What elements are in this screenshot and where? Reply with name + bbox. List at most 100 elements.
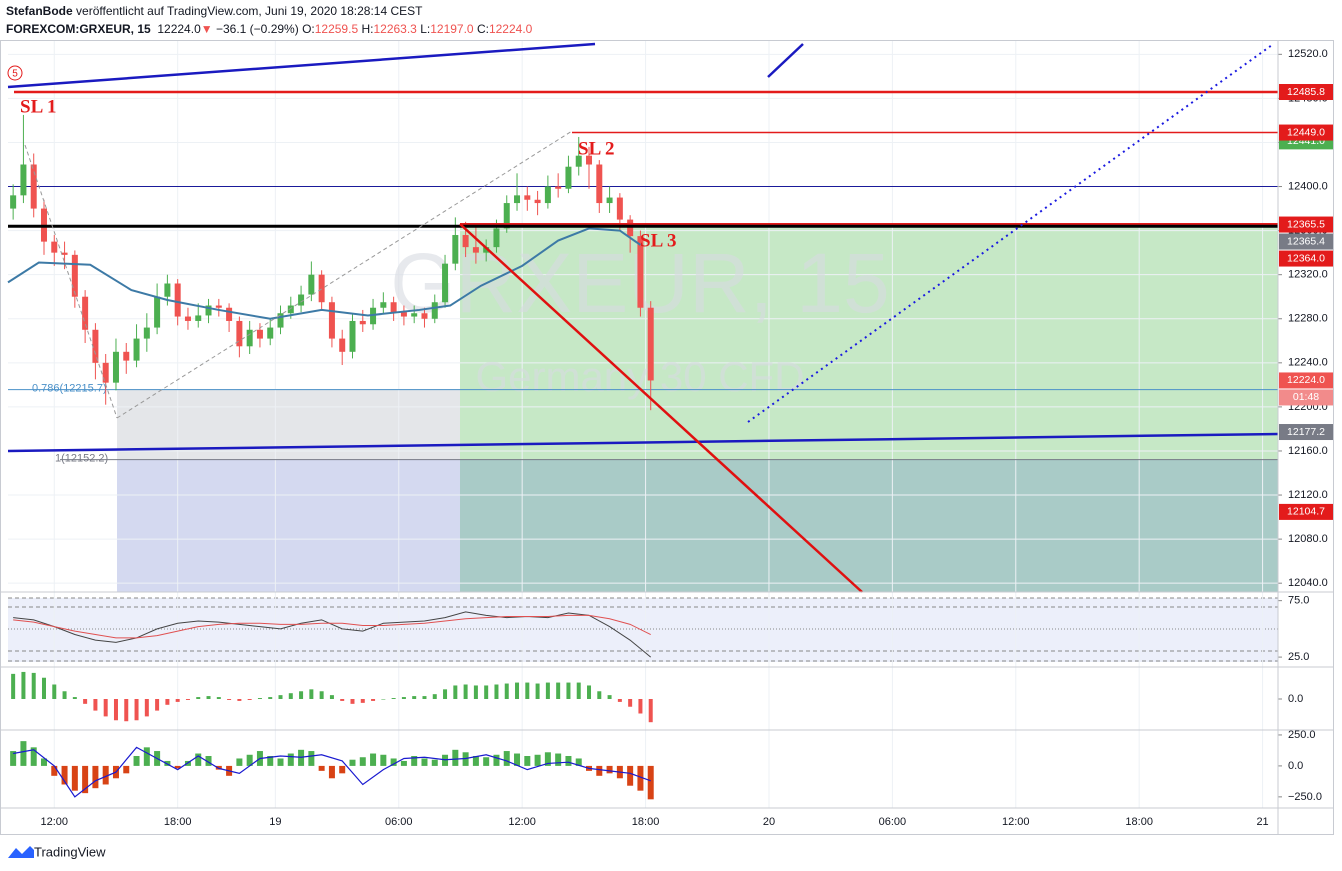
candle-body	[30, 164, 37, 209]
price-label-bg	[1279, 216, 1334, 233]
histogram-bar	[195, 753, 202, 766]
histogram-bar	[83, 699, 88, 704]
annotation: SL 2	[578, 138, 614, 159]
histogram-bar	[525, 682, 530, 699]
position-zone	[460, 459, 1278, 592]
histogram-bar	[472, 756, 479, 766]
y-tick-label: 12240.0	[1288, 357, 1328, 369]
rsi-band	[8, 598, 1278, 662]
histogram-bar	[463, 684, 468, 699]
histogram-bar	[627, 765, 634, 786]
histogram-bar	[565, 756, 572, 766]
histogram-bar	[515, 682, 520, 699]
histogram-bar	[431, 759, 438, 766]
histogram-bar	[443, 689, 448, 699]
candle-body	[596, 164, 603, 204]
marker-label: 5	[12, 69, 18, 80]
price-label: 12485.8	[1287, 86, 1325, 98]
histogram-bar	[401, 697, 406, 699]
x-tick-label: 12:00	[41, 816, 69, 828]
annotation: SL 3	[640, 230, 676, 251]
candle-body	[370, 307, 377, 325]
histogram-bar	[277, 758, 284, 766]
histogram-bar	[288, 693, 293, 699]
drawings: 5 SL 1 SL 2 SL 3 TradingView	[0, 40, 1334, 859]
histogram-bar	[123, 765, 130, 774]
histogram-bar	[607, 695, 612, 699]
x-tick-label: 19	[269, 816, 281, 828]
histogram-bar	[566, 682, 571, 699]
price-label: 12104.7	[1287, 506, 1325, 518]
histogram-bar	[432, 694, 437, 699]
histogram-bar	[11, 673, 16, 699]
price-label-bg	[1279, 84, 1334, 101]
histogram-bar	[359, 757, 366, 766]
histogram-bar	[442, 754, 449, 766]
histogram-bar	[421, 758, 428, 766]
plot-layer: 12:00 18:00 19 06:00 12:00 18:00 20 06:00 12:00 1…	[7, 48, 1334, 828]
frame	[0, 40, 1334, 835]
histogram-bar	[155, 699, 160, 711]
histogram-bar	[196, 697, 201, 699]
y-tick-label: −250.0	[1288, 791, 1322, 803]
fib-trend	[116, 130, 573, 419]
fib-zone	[117, 459, 460, 592]
price-label-bg	[1279, 424, 1334, 441]
candle-body	[411, 313, 418, 317]
histogram-bar	[278, 695, 283, 699]
candle-body	[82, 296, 89, 330]
candle-body	[359, 320, 366, 325]
candle-body	[616, 197, 623, 220]
x-tick-label: 18:00	[632, 816, 660, 828]
histogram-bar	[422, 696, 427, 699]
trend-line	[767, 43, 804, 78]
histogram-bar	[483, 757, 490, 766]
price-label: 12364.0	[1287, 252, 1325, 264]
histogram-bar	[400, 760, 407, 766]
price-label-bg	[1279, 372, 1334, 389]
candle-body	[133, 338, 140, 361]
histogram-bar	[299, 691, 304, 699]
histogram-bar	[453, 685, 458, 699]
histogram-bar	[143, 747, 150, 766]
y-tick-label: 75.0	[1288, 595, 1309, 607]
histogram-bar	[10, 751, 17, 766]
histogram-bar	[556, 682, 561, 699]
x-tick-label: 21	[1256, 816, 1268, 828]
candle-body	[236, 320, 243, 347]
author: StefanBode	[6, 4, 73, 18]
candle-body	[647, 307, 654, 381]
last: 12224.0	[157, 22, 201, 36]
price-label: 12449.0	[1287, 126, 1325, 138]
histogram-bar	[319, 691, 324, 699]
histogram-bar	[380, 754, 387, 766]
candle-body	[483, 247, 490, 253]
price-label-bg	[1279, 250, 1334, 267]
histogram-bar	[93, 699, 98, 711]
candle-body	[10, 195, 17, 209]
candle-body	[102, 362, 109, 383]
histogram-bar	[41, 677, 46, 699]
candle-body	[421, 313, 428, 319]
histogram-bar	[597, 691, 602, 699]
histogram-bar	[473, 685, 478, 699]
candle-body	[442, 263, 449, 303]
y-tick-label: 25.0	[1288, 651, 1309, 663]
y-tick-label: 0.0	[1288, 693, 1303, 705]
candle-body	[524, 195, 531, 200]
histogram-bar	[236, 758, 243, 766]
watermark-sub: Germany 30 CFD	[475, 353, 804, 400]
histogram-bar	[638, 699, 643, 714]
histogram-bar	[31, 672, 36, 699]
candle-body	[349, 320, 356, 352]
histogram-bar	[246, 754, 253, 766]
candle-body	[544, 186, 551, 204]
candle-body	[112, 351, 119, 383]
histogram-bar	[534, 754, 541, 766]
histogram-bar	[371, 699, 376, 701]
candle-body	[380, 302, 387, 308]
candle-body	[462, 235, 469, 248]
candle-body	[555, 186, 562, 189]
x-tick-label: 06:00	[385, 816, 413, 828]
histogram-bar	[340, 699, 345, 701]
